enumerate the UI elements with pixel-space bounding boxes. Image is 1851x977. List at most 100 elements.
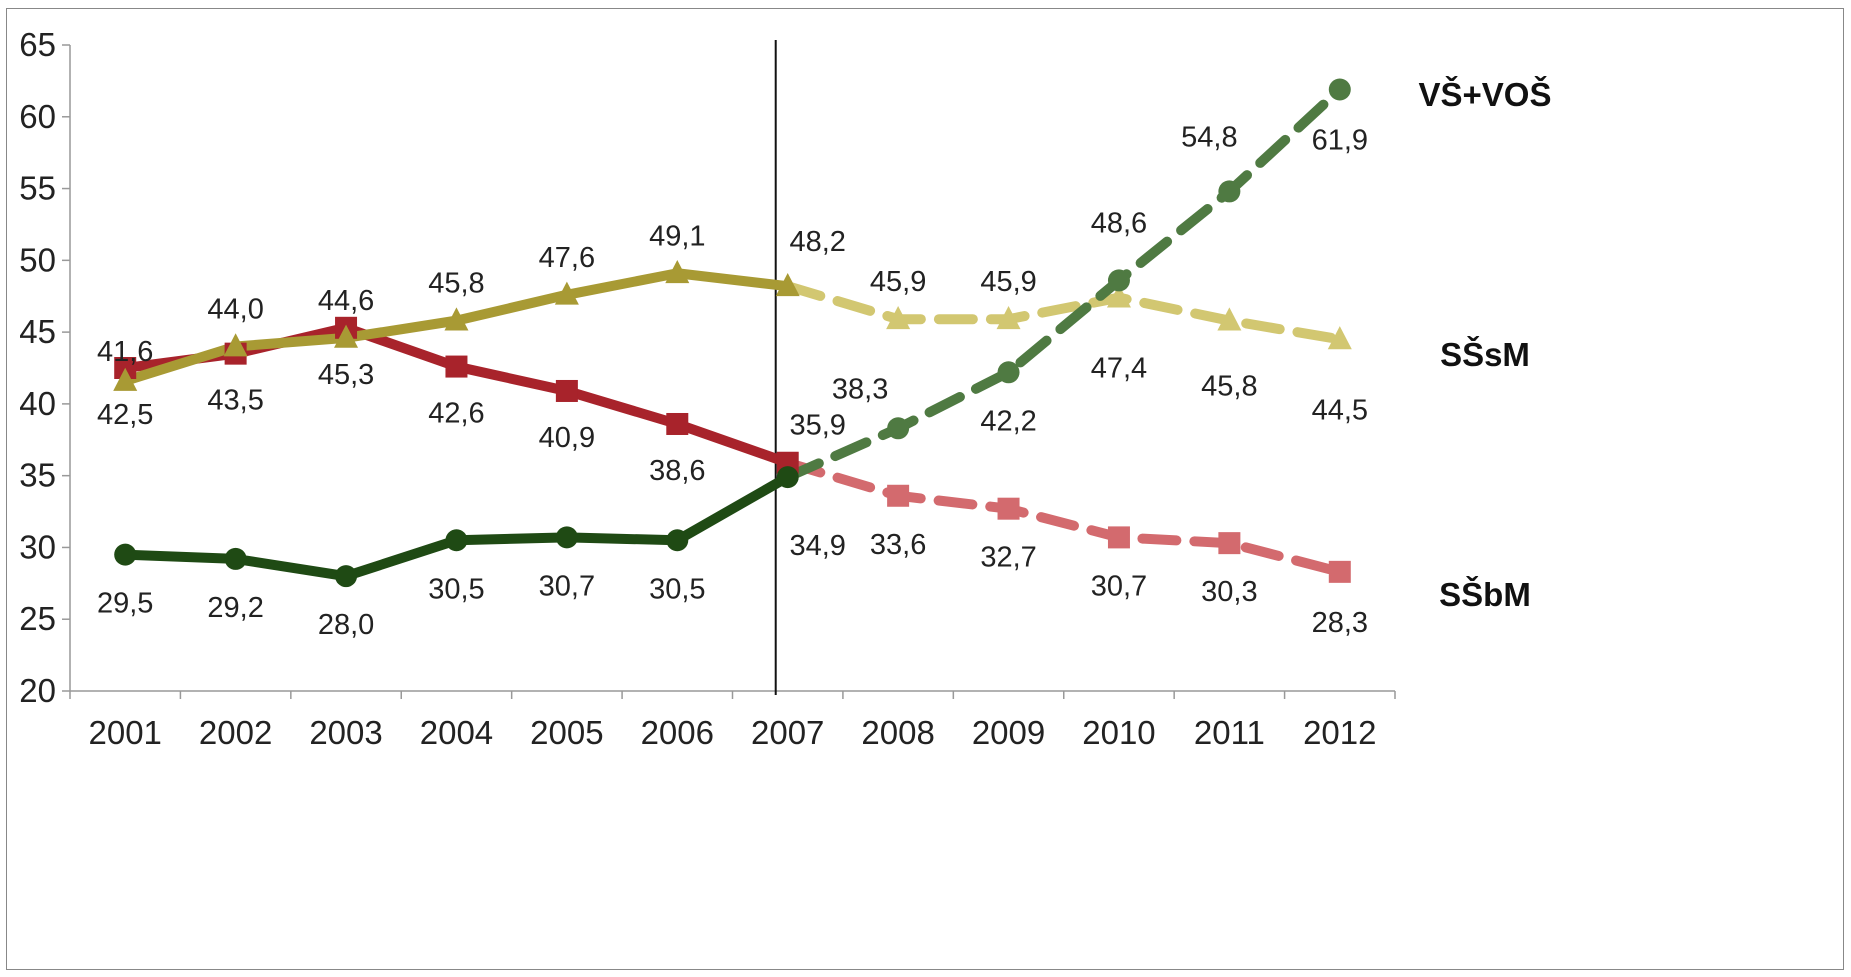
data-label: 48,2 bbox=[789, 226, 845, 258]
data-label: 40,9 bbox=[539, 422, 595, 454]
data-label: 48,6 bbox=[1091, 207, 1147, 239]
series-line-projection bbox=[782, 457, 1345, 577]
x-tick-label: 2007 bbox=[751, 714, 824, 751]
data-label: 44,6 bbox=[318, 285, 374, 317]
data-point-triangle bbox=[886, 305, 911, 330]
x-tick-label: 2011 bbox=[1194, 714, 1265, 751]
data-point-circle bbox=[555, 526, 578, 549]
series-line-projection bbox=[782, 84, 1345, 483]
data-label: 32,7 bbox=[980, 542, 1036, 574]
y-tick-label: 25 bbox=[19, 600, 56, 637]
data-label: 44,0 bbox=[207, 293, 263, 325]
series-name-label: SŠsM bbox=[1440, 335, 1530, 373]
data-point-square bbox=[555, 379, 578, 402]
y-tick-label: 55 bbox=[19, 170, 56, 207]
data-point-triangle bbox=[554, 281, 579, 305]
data-label: 54,8 bbox=[1181, 121, 1237, 153]
data-point-triangle bbox=[775, 272, 800, 297]
data-point-triangle bbox=[334, 324, 359, 348]
y-tick-label: 35 bbox=[19, 457, 56, 494]
data-point-square bbox=[1107, 526, 1130, 549]
data-label: 30,3 bbox=[1201, 576, 1257, 608]
data-label: 42,2 bbox=[980, 405, 1036, 437]
data-label: 45,3 bbox=[318, 359, 374, 391]
x-tick-label: 2001 bbox=[88, 714, 161, 751]
x-tick-label: 2012 bbox=[1303, 714, 1376, 751]
y-tick-label: 30 bbox=[19, 528, 56, 565]
y-tick-label: 20 bbox=[19, 672, 56, 709]
data-label: 42,5 bbox=[97, 399, 153, 431]
x-tick-label: 2004 bbox=[420, 714, 493, 751]
data-point-square bbox=[1218, 532, 1241, 555]
data-point-circle bbox=[114, 543, 137, 566]
data-label: 42,6 bbox=[428, 398, 484, 430]
series-line-actual bbox=[125, 472, 791, 582]
x-tick-label: 2006 bbox=[641, 714, 714, 751]
data-label: 44,5 bbox=[1312, 394, 1368, 426]
data-point-circle bbox=[1328, 78, 1351, 101]
data-label: 38,6 bbox=[649, 455, 705, 487]
data-point-triangle bbox=[444, 307, 469, 331]
data-label: 28,0 bbox=[318, 609, 374, 641]
data-label: 30,5 bbox=[649, 573, 705, 605]
data-label: 47,4 bbox=[1091, 353, 1147, 385]
data-label: 61,9 bbox=[1312, 125, 1368, 157]
axes: 20 25 30 35 40 45 50 55 60 65 2001 2002 2003 2004 2005… bbox=[19, 26, 1396, 751]
data-point-circle bbox=[997, 361, 1020, 384]
data-point-triangle bbox=[996, 305, 1021, 330]
data-label: 45,9 bbox=[980, 266, 1036, 298]
line-chart: 20 25 30 35 40 45 50 55 60 65 2001 2002 2003 2004 2005… bbox=[19, 26, 1552, 751]
x-tick-label: 2003 bbox=[309, 714, 382, 751]
data-point-circle bbox=[666, 529, 689, 552]
data-point-square bbox=[1328, 560, 1351, 583]
data-label: 29,2 bbox=[207, 592, 263, 624]
data-point-circle bbox=[1107, 269, 1130, 292]
data-point-triangle bbox=[1106, 284, 1131, 308]
data-label: 47,6 bbox=[539, 242, 595, 274]
chart-frame: 20 25 30 35 40 45 50 55 60 65 2001 2002 2003 2004 2005… bbox=[6, 8, 1844, 970]
data-point-circle bbox=[776, 466, 799, 489]
series-name-labels: VŠ+VOŠ SŠsM SŠbM bbox=[1419, 75, 1552, 613]
data-point-square bbox=[445, 355, 468, 378]
data-point-circle bbox=[224, 547, 247, 570]
y-tick-label: 45 bbox=[19, 313, 56, 350]
data-point-square bbox=[997, 497, 1020, 520]
data-point-square bbox=[887, 484, 910, 507]
data-label: 35,9 bbox=[789, 410, 845, 442]
x-tick-label: 2010 bbox=[1082, 714, 1155, 751]
series-line-projection bbox=[782, 281, 1345, 345]
data-point-triangle bbox=[1327, 326, 1352, 350]
data-label: 30,7 bbox=[1091, 570, 1147, 602]
y-tick-label: 60 bbox=[19, 98, 56, 135]
data-point-triangle bbox=[665, 260, 690, 284]
data-label: 41,6 bbox=[97, 336, 153, 368]
data-label: 30,7 bbox=[539, 570, 595, 602]
data-point-circle bbox=[335, 565, 358, 588]
data-point-triangle bbox=[223, 333, 248, 357]
data-point-triangle bbox=[1217, 307, 1242, 331]
data-label: 30,5 bbox=[428, 573, 484, 605]
data-point-circle bbox=[445, 529, 468, 552]
series-name-label: VŠ+VOŠ bbox=[1419, 75, 1552, 113]
data-label: 34,9 bbox=[789, 530, 845, 562]
x-tick-label: 2002 bbox=[199, 714, 272, 751]
data-point-circle bbox=[1218, 180, 1241, 203]
data-label: 45,8 bbox=[428, 268, 484, 300]
x-tick-label: 2008 bbox=[861, 714, 934, 751]
y-tick-label: 50 bbox=[19, 241, 56, 278]
series-lines bbox=[123, 84, 1345, 582]
data-label: 45,8 bbox=[1201, 371, 1257, 403]
data-label: 33,6 bbox=[870, 529, 926, 561]
data-point-circle bbox=[887, 417, 910, 440]
y-tick-label: 40 bbox=[19, 385, 56, 422]
data-label: 45,9 bbox=[870, 266, 926, 298]
series-name-label: SŠbM bbox=[1439, 575, 1531, 613]
data-point-triangle bbox=[113, 367, 138, 391]
data-label: 28,3 bbox=[1312, 607, 1368, 639]
data-label: 49,1 bbox=[649, 220, 705, 252]
y-tick-label: 65 bbox=[19, 26, 56, 63]
data-label: 29,5 bbox=[97, 588, 153, 620]
data-labels: 42,5 43,5 45,3 42,6 40,9 38,6 35,9 33,6 32,7 30,7… bbox=[97, 121, 1368, 641]
x-tick-label: 2005 bbox=[530, 714, 603, 751]
data-label: 38,3 bbox=[832, 373, 888, 405]
